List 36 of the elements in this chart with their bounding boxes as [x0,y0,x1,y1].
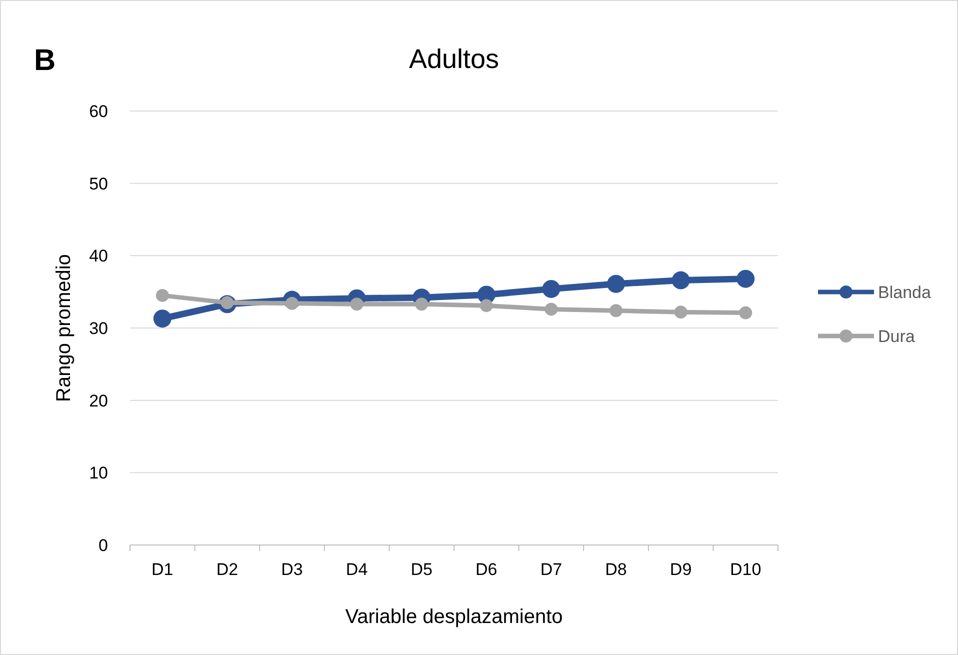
point [153,310,172,328]
y-tick-label: 20 [89,391,108,410]
x-tick-label: D4 [346,560,368,579]
y-tick-label: 10 [89,464,108,483]
x-tick-label: D6 [476,560,498,579]
x-tick-label: D2 [216,560,238,579]
y-tick-label: 0 [98,536,108,555]
y-axis-title: Rango promedio [53,254,75,402]
y-tick-label: 60 [89,102,108,121]
x-tick-label: D8 [605,560,627,579]
point [415,298,428,311]
y-tick-label: 40 [89,246,108,266]
point [610,304,622,318]
point [739,306,752,320]
text: B [34,44,56,77]
point [607,274,625,293]
point [480,299,493,312]
x-tick-label: D10 [730,560,762,579]
point [156,288,169,302]
x-axis-title: Variable desplazamiento [345,606,563,628]
point [736,270,755,288]
point [674,306,688,319]
x-tick-label: D3 [281,560,303,579]
point [544,302,558,316]
point [672,271,690,290]
legend-label: Blanda [878,282,932,302]
x-tick-label: D5 [410,560,432,579]
x-tick-label: D1 [152,560,174,579]
y-tick-label: 50 [89,174,108,194]
chart-title: Adultos [408,44,500,74]
x-tick-label: D7 [540,560,562,579]
x-tick-label: D9 [670,560,692,579]
legend-label: Dura [878,326,916,346]
y-tick-label: 30 [89,318,108,338]
point [542,280,560,298]
point [350,298,364,311]
